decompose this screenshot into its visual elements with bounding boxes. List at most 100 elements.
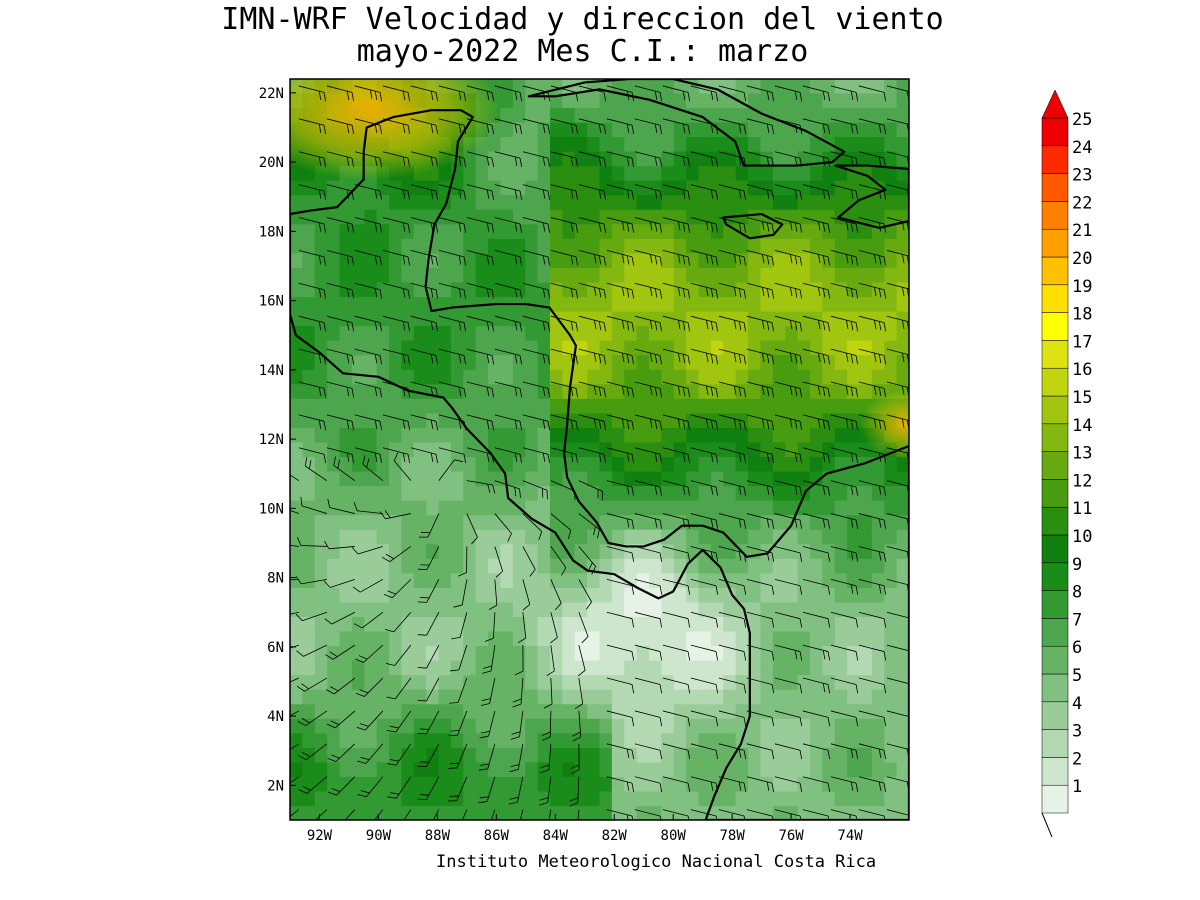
shading-cell	[624, 529, 638, 545]
wind-barb-feather	[659, 355, 663, 365]
wind-barb-feather	[845, 254, 849, 264]
shading-cell	[512, 194, 526, 210]
shading-cell	[698, 340, 712, 356]
wind-barb	[858, 184, 887, 200]
wind-barb	[830, 348, 859, 365]
shading-cell	[389, 718, 403, 734]
shading-cell	[847, 718, 861, 734]
shading-cell	[314, 660, 328, 676]
shading-cell	[450, 674, 464, 690]
wind-barb-feather	[710, 485, 714, 495]
colorbar-box	[1041, 201, 1069, 230]
shading-cell	[574, 703, 588, 719]
lat-tick-label: 22N	[259, 86, 284, 102]
shading-cell	[574, 427, 588, 443]
shading-cell	[871, 485, 885, 501]
wind-barb-feather	[738, 452, 742, 462]
shading-cell	[772, 601, 786, 617]
wind-barb	[522, 282, 551, 299]
shading-cell	[735, 325, 749, 341]
shading-cell	[834, 572, 848, 588]
wind-barb	[382, 348, 411, 365]
wind-barb-feather	[827, 190, 831, 200]
wind-barb-feather	[878, 255, 882, 265]
shading-cell	[772, 689, 786, 705]
wind-barb	[718, 480, 747, 497]
wind-barb-staff	[426, 579, 440, 603]
shading-cell	[797, 689, 811, 705]
wind-barb-feather	[360, 790, 370, 794]
shading-cell	[488, 674, 502, 690]
wind-barb-feather	[519, 488, 521, 498]
shading-cell	[884, 747, 898, 763]
wind-barb-staff	[662, 250, 689, 258]
shading-cell	[525, 209, 539, 225]
shading-cell	[450, 296, 464, 312]
shading-cell	[735, 180, 749, 196]
shading-cell	[389, 558, 403, 574]
shading-cell	[661, 340, 675, 356]
wind-barb-feather	[479, 796, 489, 799]
wind-barb-staff	[578, 513, 600, 530]
shading-cell	[748, 703, 762, 719]
shading-cell	[698, 281, 712, 298]
wind-barb-feather	[705, 254, 709, 264]
shading-cell	[624, 616, 638, 632]
shading-cell	[475, 296, 489, 312]
shading-cell	[772, 660, 786, 676]
shading-cell	[327, 383, 341, 399]
wind-barb-feather	[574, 703, 583, 709]
wind-barb	[634, 315, 663, 332]
shading-cell	[389, 674, 403, 690]
wind-barb-staff	[519, 710, 524, 737]
shading-cell	[438, 703, 452, 719]
shading-cell	[896, 500, 909, 516]
shading-cell	[475, 601, 489, 617]
shading-cell	[661, 238, 675, 254]
shading-cell	[624, 383, 638, 399]
shading-cell	[624, 209, 638, 225]
shading-cell	[822, 340, 836, 356]
shading-cell	[450, 485, 464, 501]
wind-barb-feather	[570, 123, 574, 133]
wind-barb	[466, 447, 495, 464]
wind-barb	[290, 809, 300, 817]
wind-barb-staff	[354, 315, 381, 324]
wind-barb-feather	[654, 518, 658, 528]
shading-cell	[723, 398, 737, 414]
wind-barb-staff	[718, 710, 745, 718]
wind-barb-staff	[494, 85, 521, 93]
shading-cell	[401, 543, 415, 559]
wind-barb-feather	[649, 287, 653, 297]
wind-barb-staff	[403, 809, 412, 820]
shading-cell	[847, 151, 861, 167]
shading-cell	[723, 281, 737, 298]
shading-cell	[302, 660, 316, 676]
shading-cell	[797, 718, 811, 734]
shading-cell	[475, 485, 489, 501]
shading-cell	[500, 310, 514, 327]
wind-barb-staff	[606, 513, 633, 521]
shading-cell	[525, 790, 539, 807]
shading-cell	[314, 223, 328, 239]
wind-barb	[690, 118, 719, 135]
shading-cell	[549, 296, 563, 312]
shading-cell	[847, 703, 861, 719]
shading-cell	[475, 252, 489, 268]
wind-barb-staff	[550, 85, 577, 93]
shading-cell	[339, 310, 353, 327]
shading-cell	[475, 660, 489, 676]
wind-barb-staff	[332, 644, 356, 660]
wind-barb	[830, 578, 859, 595]
shading-cell	[785, 805, 799, 820]
shading-cell	[797, 136, 811, 152]
wind-barb-staff	[395, 743, 412, 766]
shading-cell	[809, 732, 823, 748]
wind-barb	[830, 513, 859, 529]
shading-cell	[438, 514, 452, 530]
shading-cell	[809, 660, 823, 676]
wind-barb-staff	[858, 381, 885, 389]
wind-barb-feather	[873, 287, 877, 297]
wind-barb-feather	[593, 385, 597, 395]
shading-cell	[549, 470, 563, 487]
